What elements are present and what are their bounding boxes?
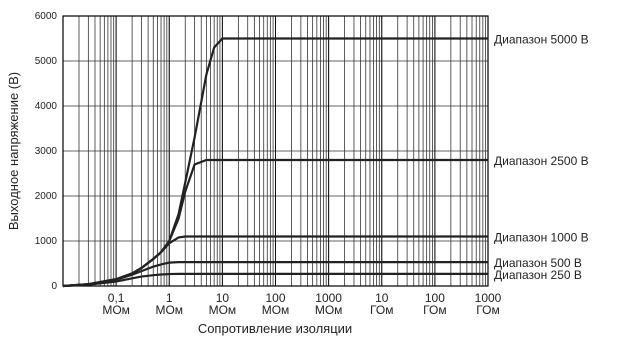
legend-label: Диапазон 250 В	[494, 268, 582, 282]
plot-frame	[62, 15, 489, 287]
y-tick-label: 5000	[35, 56, 58, 67]
y-tick-label: 0	[51, 281, 57, 292]
legend-label: Диапазон 5000 В	[494, 33, 589, 47]
legend-label: Диапазон 500 В	[494, 256, 582, 270]
y-tick-label: 6000	[35, 11, 58, 22]
y-tick-label: 2000	[35, 191, 58, 202]
y-tick-label: 1000	[35, 236, 58, 247]
y-tick-label: 4000	[35, 101, 58, 112]
y-axis-label: Выходное напряжение (В)	[6, 72, 21, 230]
x-tick-label: 1 МОм	[155, 291, 183, 317]
x-tick-label: 10 ГОм	[370, 291, 393, 317]
series-line	[62, 272, 488, 288]
x-tick-label: 100 ГОм	[423, 291, 446, 317]
series-line	[62, 261, 488, 288]
x-tick-label: 0,1 МОм	[102, 291, 130, 317]
x-tick-label: 10 МОм	[209, 291, 237, 317]
legend-label: Диапазон 2500 В	[494, 154, 589, 168]
y-tick-label: 3000	[35, 146, 58, 157]
x-tick-label: 1000 ГОм	[475, 291, 502, 317]
x-tick-label: 100 МОм	[262, 291, 290, 317]
x-tick-label: 1000 МОм	[315, 291, 343, 317]
legend-label: Диапазон 1000 В	[494, 231, 589, 245]
x-axis-label: Сопротивление изоляции	[198, 321, 352, 336]
